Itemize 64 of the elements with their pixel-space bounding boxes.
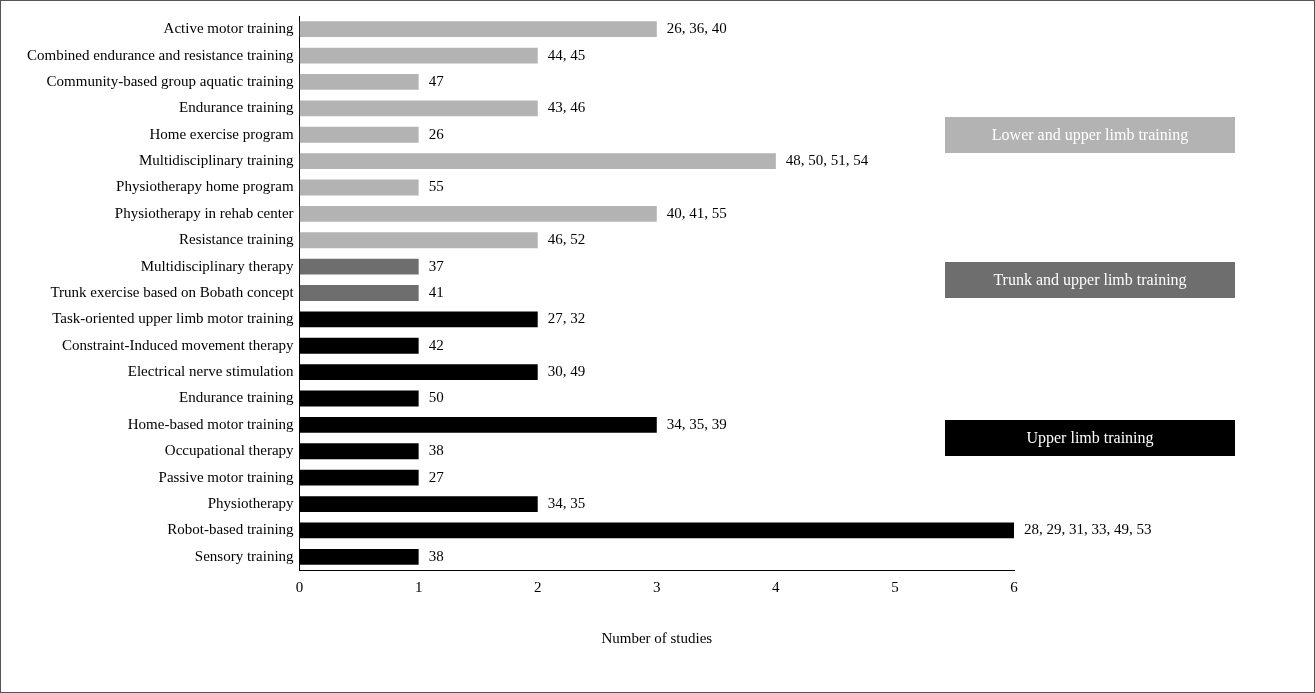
legend-tag: Trunk and upper limb training [945,261,1235,298]
x-tick-label: 6 [1010,578,1019,595]
y-tick-label: Robot-based training [167,521,295,538]
y-tick-label: Constraint-Induced movement therapy [61,336,295,353]
bar [299,179,419,196]
y-tick-label: Resistance training [179,231,295,248]
annotation: 27 [428,468,445,485]
x-tick-label: 5 [891,578,899,595]
y-tick-label: Home-based motor training [127,415,295,432]
annotation: 34, 35, 39 [666,415,727,432]
y-tick-label: Home exercise program [149,125,294,142]
legend-tag: Upper limb training [945,420,1235,457]
bar [299,100,538,117]
annotation: 27, 32 [547,310,586,327]
annotation: 41 [428,283,444,300]
x-tick-label: 4 [772,578,781,595]
y-tick-label: Endurance training [179,99,295,116]
annotation: 38 [428,547,444,564]
annotation: 47 [428,72,445,89]
y-tick-label: Active motor training [163,20,295,37]
bar [299,47,538,64]
bar [299,205,657,222]
y-tick-label: Multidisciplinary therapy [140,257,295,274]
bar [299,21,657,38]
annotation: 48, 50, 51, 54 [785,152,869,169]
annotation: 34, 35 [547,494,586,511]
y-tick-label: Physiotherapy home program [116,178,294,195]
annotation: 26, 36, 40 [666,20,727,37]
annotation: 26 [428,125,445,142]
y-tick-label: Trunk exercise based on Bobath concept [50,283,295,300]
y-tick-label: Physiotherapy [207,494,295,511]
x-tick-label: 1 [414,578,423,595]
x-tick-label: 2 [533,578,542,595]
y-tick-label: Combined endurance and resistance training [26,46,295,63]
annotation: 50 [428,389,444,406]
annotation: 55 [428,178,444,195]
x-tick-label: 3 [653,578,661,595]
bar [299,74,419,90]
x-axis-title: Number of studies [601,629,713,646]
annotation: 38 [428,442,444,459]
annotation: 37 [428,257,445,274]
y-tick-label: Occupational therapy [164,442,295,459]
y-tick-label: Passive motor training [158,468,295,485]
y-tick-label: Endurance training [179,389,295,406]
bar [299,126,419,143]
y-tick-label: Physiotherapy in rehab center [114,204,294,221]
y-tick-label: Multidisciplinary training [138,152,295,169]
bar [299,153,776,170]
bar [299,232,538,249]
annotation: 43, 46 [547,99,586,116]
bar [299,285,419,301]
y-tick-label: Task-oriented upper limb motor training [52,310,295,327]
annotation: 42 [428,336,444,353]
legend-tag: Lower and upper limb training [945,116,1235,153]
annotation: 30, 49 [547,363,586,380]
y-tick-label: Community-based group aquatic training [46,72,295,89]
annotation: 40, 41, 55 [666,204,727,221]
annotation: 44, 45 [547,46,586,63]
annotation: 46, 52 [547,231,586,248]
y-tick-label: Sensory training [194,547,295,564]
bar [299,258,419,275]
x-tick-label: 0 [295,578,304,595]
annotation: 28, 29, 31, 33, 49, 53 [1024,521,1152,538]
y-tick-label: Electrical nerve stimulation [127,363,295,380]
